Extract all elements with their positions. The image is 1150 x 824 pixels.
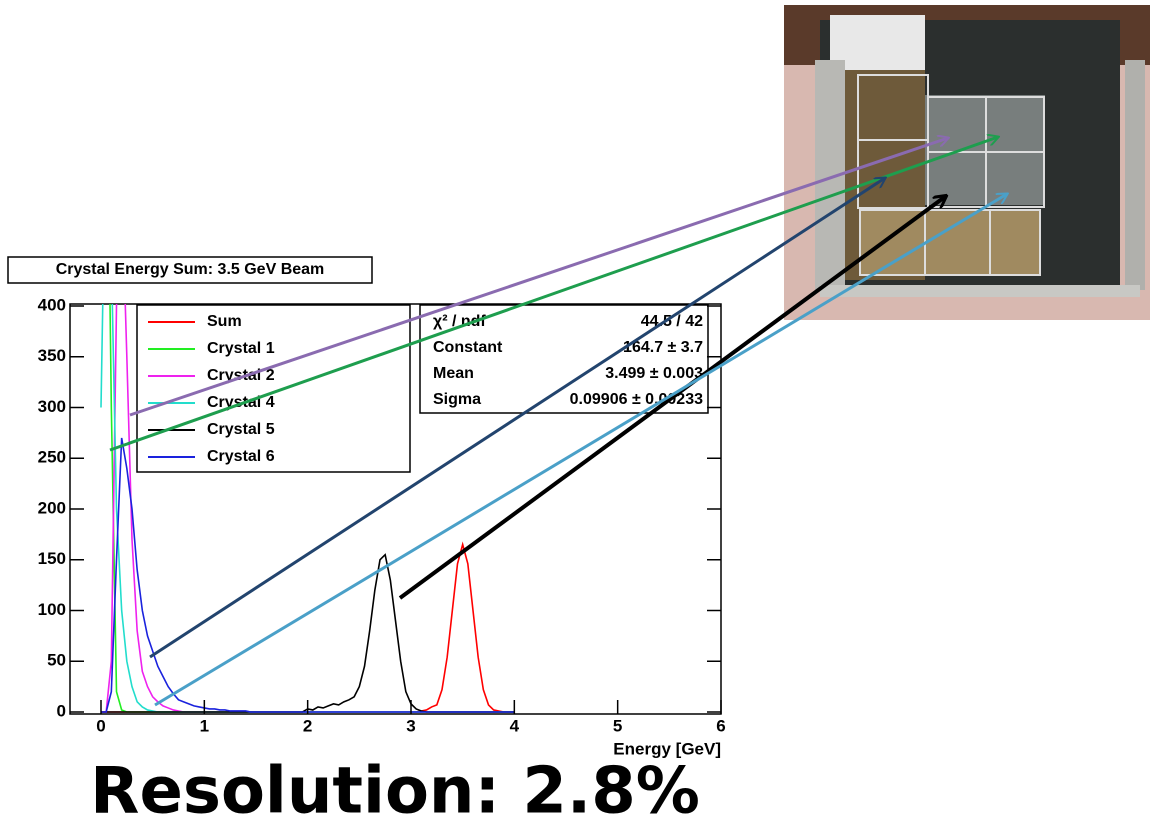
chart-title: Crystal Energy Sum: 3.5 GeV Beam (56, 261, 325, 278)
arrow (154, 194, 1007, 707)
y-tick-label: 400 (38, 295, 66, 314)
legend-label: Crystal 1 (207, 340, 275, 357)
arrow (149, 178, 885, 659)
y-tick-label: 100 (38, 600, 66, 619)
legend (136, 304, 411, 473)
legend-label: Crystal 5 (207, 421, 275, 438)
stats-label: Sigma (433, 391, 481, 408)
legend-label: Crystal 6 (207, 448, 275, 465)
x-tick-label: 5 (613, 716, 622, 735)
stats-label: Mean (433, 365, 474, 382)
y-tick-label: 250 (38, 448, 66, 467)
caption: Resolution: 2.8% (90, 755, 700, 824)
x-tick-label: 4 (510, 716, 520, 735)
arrows (109, 137, 1007, 707)
x-tick-label: 0 (96, 716, 105, 735)
y-tick-label: 0 (57, 701, 66, 720)
x-tick-label: 6 (716, 716, 725, 735)
y-tick-label: 350 (38, 346, 66, 365)
stats-label: Constant (433, 339, 503, 356)
x-tick-label: 1 (200, 716, 209, 735)
x-tick-label: 3 (406, 716, 415, 735)
y-tick-label: 200 (38, 498, 66, 517)
y-tick-label: 300 (38, 397, 66, 416)
photo (784, 5, 1150, 320)
stats-label: χ² / ndf (433, 313, 486, 330)
y-tick-label: 50 (47, 651, 66, 670)
arrow (398, 196, 946, 600)
stats-value: 0.09906 ± 0.00233 (570, 391, 703, 408)
y-tick-label: 150 (38, 549, 66, 568)
stats-value: 3.499 ± 0.003 (605, 365, 703, 382)
arrow (129, 138, 948, 417)
x-tick-label: 2 (303, 716, 312, 735)
legend-label: Sum (207, 313, 242, 330)
arrow (109, 137, 998, 452)
title-box (7, 256, 373, 284)
stats-value: 164.7 ± 3.7 (623, 339, 703, 356)
x-axis-label: Energy [GeV] (613, 739, 721, 758)
